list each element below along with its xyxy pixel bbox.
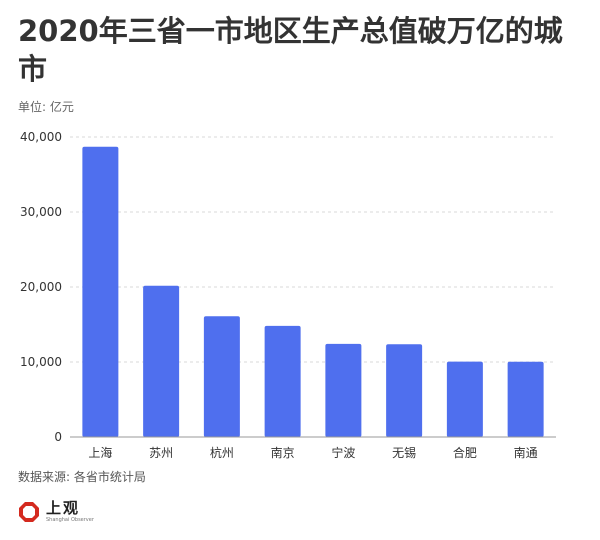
bar-3 bbox=[264, 325, 301, 437]
x-tick-label: 南通 bbox=[514, 445, 538, 460]
x-tick-label: 杭州 bbox=[210, 445, 234, 460]
bar-4 bbox=[325, 343, 362, 437]
x-tick-label: 苏州 bbox=[149, 446, 173, 460]
x-tick-label: 上海 bbox=[88, 445, 112, 460]
x-tick-label: 无锡 bbox=[392, 445, 416, 460]
bar-7 bbox=[507, 361, 544, 437]
bar-2 bbox=[203, 316, 240, 437]
unit-label: 单位: 亿元 bbox=[18, 100, 74, 114]
y-tick-label: 10,000 bbox=[20, 355, 62, 369]
source-note: 数据来源: 各省市统计局 bbox=[18, 470, 146, 484]
bar-6 bbox=[446, 361, 483, 437]
brand-logo: 上观 Shanghai Observer bbox=[18, 496, 94, 528]
bar-5 bbox=[386, 344, 423, 437]
x-tick-label: 南京 bbox=[271, 445, 295, 460]
x-tick-label: 合肥 bbox=[453, 445, 477, 460]
y-tick-label: 20,000 bbox=[20, 280, 62, 294]
bar-0 bbox=[82, 146, 119, 437]
y-tick-label: 40,000 bbox=[20, 130, 62, 144]
y-tick-label: 30,000 bbox=[20, 205, 62, 219]
x-tick-label: 宁波 bbox=[331, 445, 355, 460]
octagon-logo-icon bbox=[18, 501, 40, 523]
logo-subtitle: Shanghai Observer bbox=[46, 517, 94, 523]
chart-title: 2020年三省一市地区生产总值破万亿的城市 bbox=[18, 14, 563, 86]
logo-name: 上观 bbox=[46, 499, 81, 517]
y-tick-label: 0 bbox=[54, 430, 62, 444]
bar-1 bbox=[143, 285, 180, 437]
